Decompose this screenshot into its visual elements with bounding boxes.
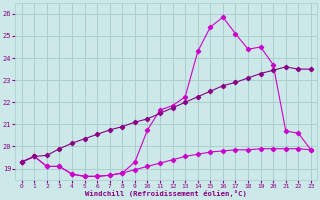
X-axis label: Windchill (Refroidissement éolien,°C): Windchill (Refroidissement éolien,°C) — [85, 190, 247, 197]
